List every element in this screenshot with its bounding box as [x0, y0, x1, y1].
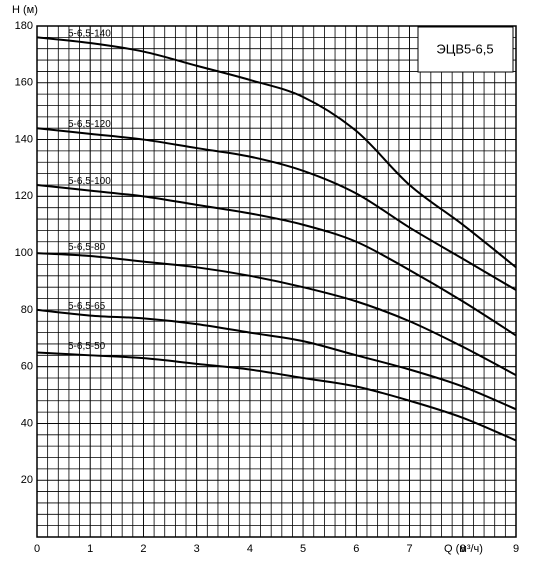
x-tick-label: 2 [140, 543, 146, 555]
y-tick-label: 20 [21, 474, 33, 486]
y-axis-label: H (м) [12, 4, 38, 16]
y-tick-label: 40 [21, 417, 33, 429]
x-tick-label: 6 [353, 543, 359, 555]
curve [36, 351, 517, 442]
x-tick-label: 5 [300, 543, 306, 555]
series-label: 5-6,5-140 [68, 28, 111, 39]
series-label: 5-6,5-50 [68, 341, 106, 352]
y-tick-label: 80 [21, 304, 33, 316]
x-tick-label: 8 [460, 543, 466, 555]
x-tick-label: 9 [513, 543, 519, 555]
y-tick-label: 160 [15, 77, 33, 89]
chart-title: ЭЦВ5-6,5 [436, 41, 493, 56]
curve [36, 308, 517, 411]
plot-frame [36, 25, 517, 538]
series-label: 5-6,5-65 [68, 301, 106, 312]
y-tick-label: 180 [15, 20, 33, 32]
y-tick-label: 120 [15, 190, 33, 202]
curve [36, 36, 517, 269]
x-tick-label: 1 [87, 543, 93, 555]
y-tick-label: 140 [15, 133, 33, 145]
curve [36, 127, 517, 291]
x-tick-label: 4 [247, 543, 253, 555]
x-tick-label: 3 [194, 543, 200, 555]
curve [36, 252, 517, 377]
x-axis-label: Q (м³/ч) [444, 543, 483, 555]
series-label: 5-6,5-100 [68, 176, 111, 187]
x-tick-label: 7 [406, 543, 412, 555]
curve [36, 183, 517, 337]
series-label: 5-6,5-120 [68, 119, 111, 130]
y-tick-label: 60 [21, 361, 33, 373]
x-tick-label: 0 [34, 543, 40, 555]
title-box [417, 26, 514, 73]
series-label: 5-6,5-80 [68, 242, 106, 253]
y-tick-label: 100 [15, 247, 33, 259]
